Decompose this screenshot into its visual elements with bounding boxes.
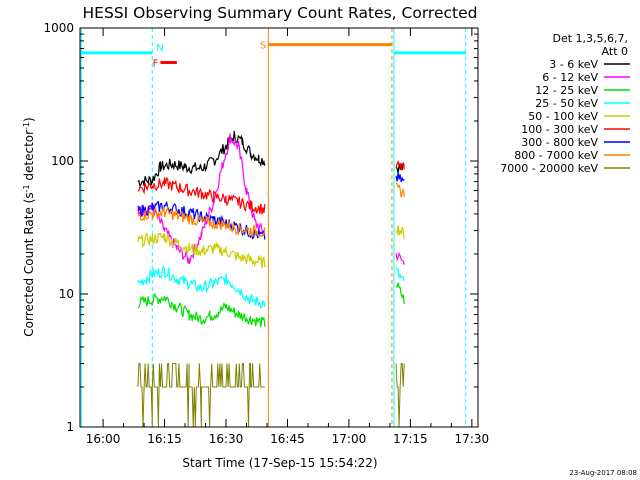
series-line-4-seg-1 (395, 225, 405, 240)
x-tick-label-3: 16:45 (270, 432, 305, 446)
series-line-2-seg-0 (137, 292, 266, 328)
x-tick-label-4: 17:00 (332, 432, 367, 446)
legend-label-6: 300 - 800 keV (521, 136, 598, 149)
x-tick-label-5: 17:15 (393, 432, 428, 446)
flag-label-S: S (260, 41, 266, 52)
orbit-flags: NF S (80, 28, 467, 427)
legend-label-5: 100 - 300 keV (521, 123, 598, 136)
x-tick-label-2: 16:30 (209, 432, 244, 446)
series-line-1-seg-0 (137, 133, 266, 265)
legend-label-4: 50 - 100 keV (528, 110, 598, 123)
footer-date: 23-Aug-2017 08:08 (569, 469, 637, 477)
legend-label-0: 3 - 6 keV (549, 58, 598, 71)
series-line-4-seg-0 (137, 232, 266, 269)
series-line-7-seg-0 (137, 205, 266, 239)
series-line-8-seg-1 (395, 363, 405, 428)
plot-frame (79, 27, 479, 428)
series-line-7-seg-1 (395, 182, 405, 198)
y-axis-label: Corrected Count Rate (s-1 detector-1) (22, 117, 36, 336)
series-line-2-seg-1 (395, 282, 405, 305)
flag-label-F: F (153, 59, 159, 70)
flag-label-N: N (156, 43, 163, 54)
y-tick-label-1: 10 (59, 287, 74, 301)
legend-label-7: 800 - 7000 keV (514, 149, 598, 162)
axes: 16:00 16:15 16:30 16:45 17:00 17:15 17:30 1 10 10… (43, 21, 489, 446)
y-tick-label-3: 1000 (43, 21, 74, 35)
series-line-3-seg-1 (395, 266, 405, 281)
y-tick-label-0: 1 (66, 420, 74, 434)
x-tick-label-0: 16:00 (86, 432, 121, 446)
legend-label-8: 7000 - 20000 keV (500, 162, 598, 175)
legend-header-0: Det 1,3,5,6,7, (552, 32, 628, 45)
legend-label-3: 25 - 50 keV (535, 97, 598, 110)
legend-header-1: Att 0 (602, 45, 628, 58)
series-line-6-seg-1 (395, 172, 405, 183)
series-line-1-seg-1 (395, 251, 405, 265)
x-axis-label: Start Time (17-Sep-15 15:54:22) (182, 456, 377, 470)
series-line-5-seg-1 (395, 159, 405, 171)
legend-label-1: 6 - 12 keV (542, 71, 598, 84)
series-line-3-seg-0 (137, 265, 266, 309)
chart-title: HESSI Observing Summary Count Rates, Cor… (83, 4, 478, 22)
series-line-5-seg-0 (137, 176, 266, 215)
y-tick-label-2: 100 (51, 154, 74, 168)
series-line-0-seg-0 (137, 130, 266, 188)
x-tick-label-1: 16:15 (147, 432, 182, 446)
x-tick-label-6: 17:30 (455, 432, 490, 446)
legend-label-2: 12 - 25 keV (535, 84, 598, 97)
